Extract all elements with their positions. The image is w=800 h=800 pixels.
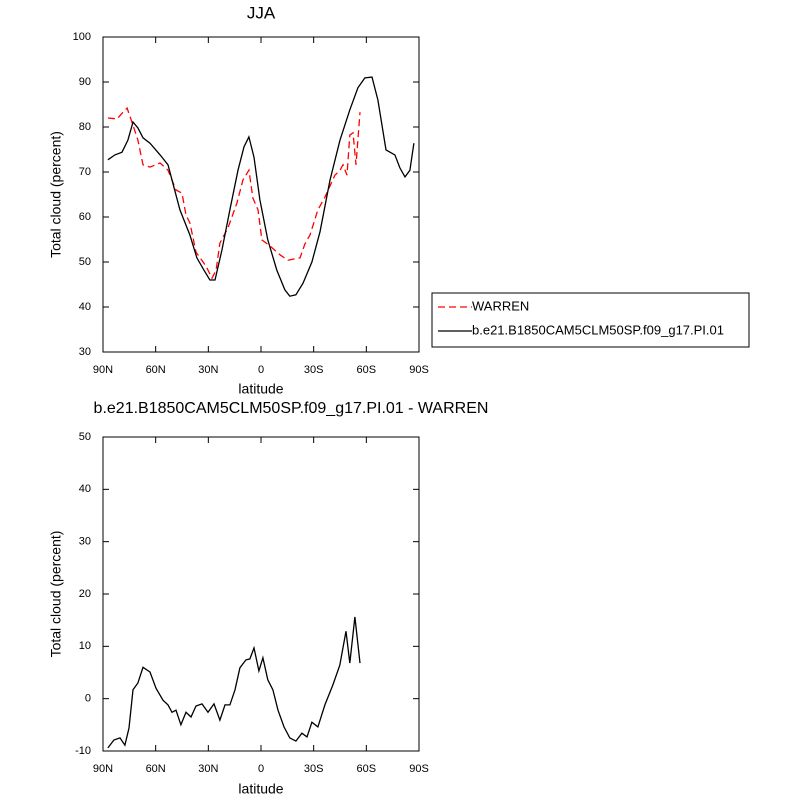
x-axis-label: latitude <box>238 781 283 797</box>
legend-label: b.e21.B1850CAM5CLM50SP.f09_g17.PI.01 <box>472 322 724 337</box>
y-tick-label: 50 <box>79 431 91 443</box>
y-tick-label: 60 <box>79 211 91 223</box>
x-tick-label: 60N <box>146 763 166 775</box>
y-tick-label: 50 <box>79 256 91 268</box>
x-tick-label: 90N <box>93 364 113 376</box>
y-tick-label: 10 <box>79 640 91 652</box>
plot-frame <box>102 36 420 353</box>
x-tick-label: 60S <box>357 364 377 376</box>
x-axis-label: latitude <box>238 381 283 397</box>
x-tick-label: 90S <box>409 364 429 376</box>
y-tick-label: -10 <box>75 745 91 757</box>
data-line <box>107 616 361 749</box>
y-axis-label: Total cloud (percent) <box>48 131 64 258</box>
x-tick-label: 30S <box>304 763 324 775</box>
y-axis-label: Total cloud (percent) <box>48 531 64 658</box>
y-tick-label: 0 <box>85 693 91 705</box>
legend-label: WARREN <box>472 298 529 313</box>
y-tick-label: 40 <box>79 483 91 495</box>
x-tick-label: 90N <box>93 763 113 775</box>
x-tick-label: 0 <box>258 364 264 376</box>
y-tick-label: 80 <box>79 121 91 133</box>
y-tick-label: 20 <box>79 588 91 600</box>
x-tick-label: 90S <box>409 763 429 775</box>
y-tick-label: 90 <box>79 76 91 88</box>
chart-title: b.e21.B1850CAM5CLM50SP.f09_g17.PI.01 - W… <box>94 400 489 417</box>
plot-frame <box>102 436 420 752</box>
x-tick-label: 30N <box>198 364 218 376</box>
x-tick-label: 60S <box>357 763 377 775</box>
data-line <box>107 76 415 297</box>
y-tick-label: 100 <box>73 31 91 43</box>
x-tick-label: 30S <box>304 364 324 376</box>
x-tick-label: 60N <box>146 364 166 376</box>
y-tick-label: 70 <box>79 166 91 178</box>
y-tick-label: 30 <box>79 346 91 358</box>
x-tick-label: 0 <box>258 763 264 775</box>
chart-title: JJA <box>247 3 276 22</box>
x-tick-label: 30N <box>198 763 218 775</box>
legend-box <box>431 292 750 348</box>
y-tick-label: 40 <box>79 301 91 313</box>
y-tick-label: 30 <box>79 536 91 548</box>
data-line <box>107 106 361 280</box>
